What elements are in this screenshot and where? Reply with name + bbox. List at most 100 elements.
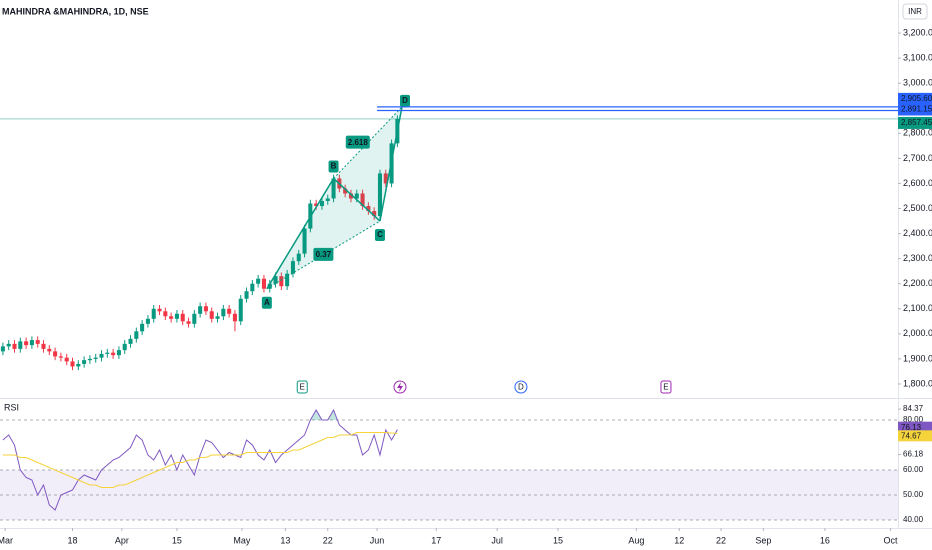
candle-body [134,331,139,339]
x-tick-label: 17 [431,535,441,545]
candle-body [64,357,69,362]
candle-body [377,173,382,217]
event-icon [296,380,308,394]
y-tick-label: 2,000.00 [903,328,932,338]
x-tick-label: Jul [491,535,503,545]
candle-body [261,278,266,289]
event-icon [514,380,528,394]
x-tick-label: 22 [323,535,333,545]
pattern-point-bg [374,229,385,242]
candle-body [116,350,121,356]
candle-body [314,203,319,207]
x-tick-label: 15 [553,535,563,545]
pattern-point-bg [400,94,411,107]
currency-box[interactable] [902,3,928,20]
rsi-overbought-fill [2,410,398,420]
candle-body [12,343,17,349]
candle-body [366,206,371,212]
last-value-label: 76.13 [901,423,922,432]
ratio-label-bg [313,247,334,261]
candle-body [180,313,185,322]
event-label: E [663,383,668,392]
y-tick-label: 2,600.00 [903,178,932,188]
candle-body [360,193,365,207]
y-tick-label: 40.00 [903,515,924,524]
candle-body [221,308,226,317]
candle-body [169,316,174,319]
candle-body [203,306,208,312]
price-label-bg [898,116,932,129]
candle-body [325,198,330,202]
candle-body [302,228,307,254]
candle-body [232,313,237,322]
candle-body [273,276,278,284]
candle-body [256,278,261,284]
candle-body [58,356,63,358]
y-tick-label: 84.37 [903,404,924,413]
candle-body [354,193,359,199]
event-label: E [300,383,305,392]
x-tick-label: 15 [172,535,182,545]
last-value-bg [898,430,932,442]
candle-body [70,361,75,367]
rsi-title: RSI [4,402,19,412]
candle-body [151,308,156,319]
x-tick-label: 18 [68,535,78,545]
pattern-point-label: A [264,298,270,307]
pattern-leg [266,178,335,290]
currency[interactable]: INR [908,7,922,16]
rsi-line [2,432,398,488]
candle-body [24,341,29,346]
y-tick-label: 2,300.00 [903,253,932,263]
pattern-point-label: B [331,162,337,171]
x-tick-label: Aug [628,535,644,545]
y-tick-label: 2,800.00 [903,128,932,138]
y-tick-label: 50.00 [903,490,924,499]
candle-body [238,298,243,322]
candle-body [174,313,179,319]
candle-body [319,201,324,207]
candle-body [53,351,58,357]
x-tick-label: 22 [716,535,726,545]
candle-body [267,283,272,289]
candle-body [99,353,104,358]
candle-body [29,340,34,346]
candle-body [296,253,301,262]
candle-body [192,313,197,324]
candle-body [290,261,295,274]
pattern-point-bg [328,160,339,173]
ratio-label: 0.37 [316,250,332,259]
pattern-leg [333,177,381,222]
price-label: 2,905.60 [901,94,932,103]
candle-body [157,308,162,312]
candle-body [279,276,284,287]
candle-body [343,188,348,194]
candle-body [331,178,336,199]
last-value-label: 74.67 [901,431,922,440]
x-tick-label: Apr [115,535,129,545]
candle-body [215,316,220,319]
y-tick-label: 2,500.00 [903,203,932,213]
y-tick-label: 1,800.00 [903,378,932,388]
candle-body [209,311,214,319]
y-tick-label: 3,000.00 [903,78,932,88]
pattern-leg [379,106,403,222]
chart-title: MAHINDRA &MAHINDRA, 1D, NSE [2,6,149,16]
candle-body [140,323,145,332]
price-label-bg [898,103,932,116]
x-tick-label: May [233,535,251,545]
rsi-band [0,470,898,520]
candle-body [122,343,127,351]
ratio-label-bg [345,135,370,149]
candle-body [244,291,249,299]
x-tick-label: Jun [370,535,385,545]
candle-body [87,358,92,361]
candle-body [198,306,203,314]
candle-body [250,283,255,292]
ratio-label: 2.618 [348,138,369,147]
candle-body [82,360,87,364]
candle-body [383,173,388,184]
candle-body [41,343,46,349]
